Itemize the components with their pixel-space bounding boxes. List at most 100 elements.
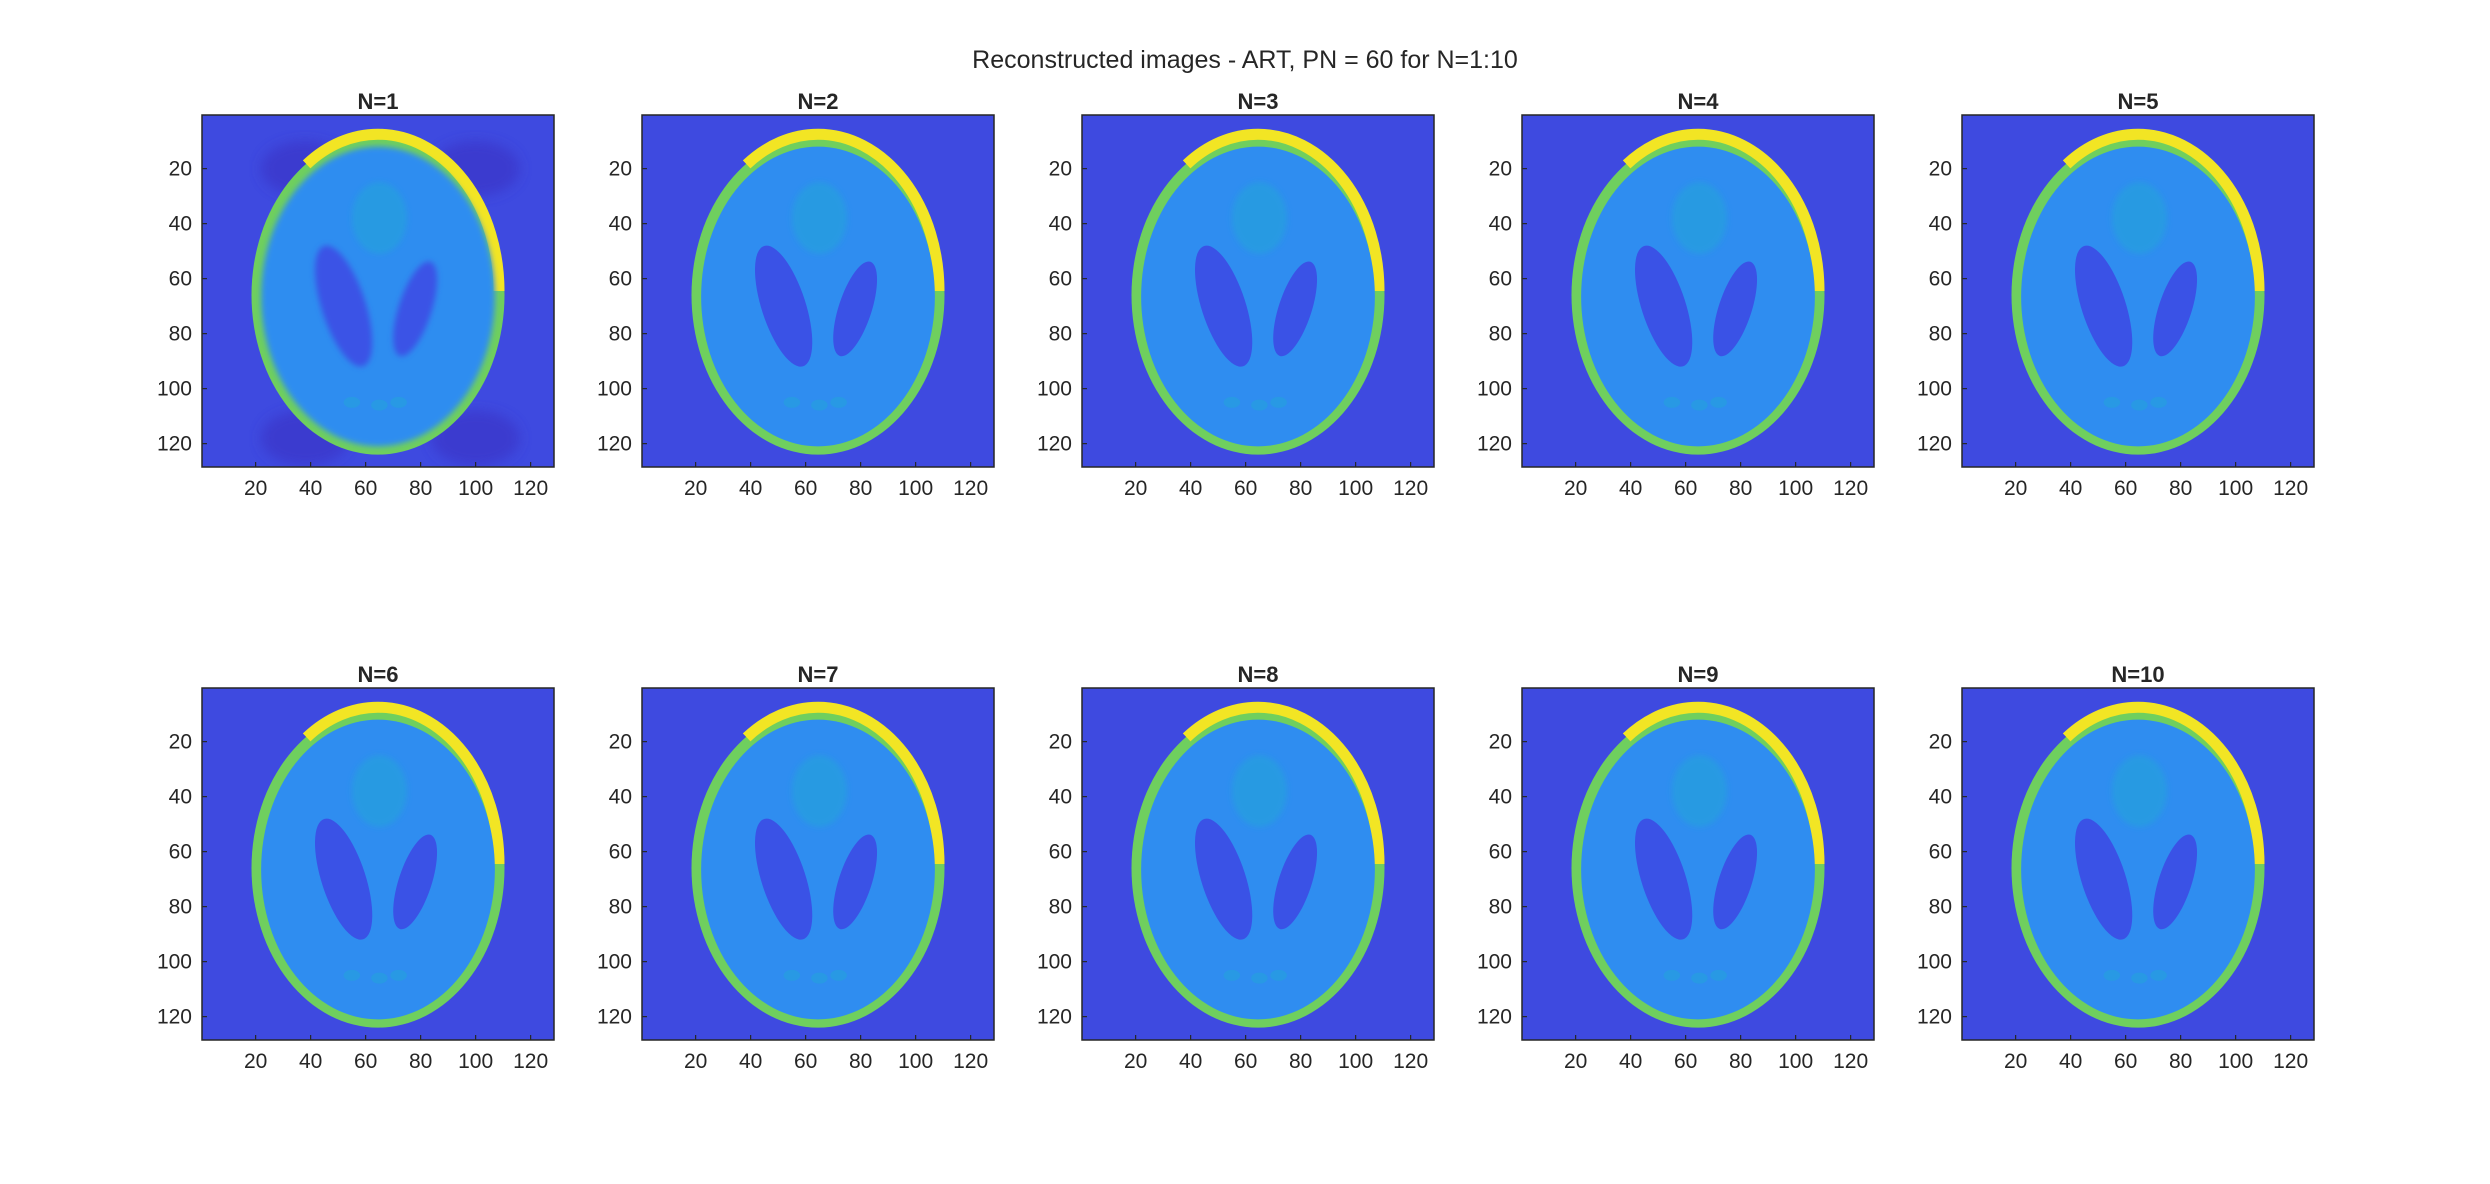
y-tick-label: 120 xyxy=(1477,433,1512,456)
y-tick-label: 20 xyxy=(1049,158,1072,181)
y-tick-label: 60 xyxy=(609,268,632,291)
reconstructed-image xyxy=(202,115,554,467)
x-tick-label: 60 xyxy=(1234,1050,1257,1073)
y-tick-label: 120 xyxy=(597,433,632,456)
y-tick-label: 60 xyxy=(1929,841,1952,864)
axes-frame xyxy=(641,114,995,468)
small-feature xyxy=(1663,969,1681,981)
y-tick-label: 80 xyxy=(1049,896,1072,919)
x-tick-label: 120 xyxy=(2273,477,2308,500)
skull-rim-top xyxy=(251,128,505,454)
y-tick-label: 120 xyxy=(157,1006,192,1029)
small-feature xyxy=(371,972,388,984)
brain-region xyxy=(261,719,495,1020)
y-tick-label: 80 xyxy=(609,896,632,919)
left-ventricle xyxy=(754,245,813,367)
left-ventricle xyxy=(1194,245,1253,367)
small-feature xyxy=(830,396,847,408)
y-tick-label: 100 xyxy=(1917,951,1952,974)
x-tick-label: 40 xyxy=(2059,1050,2082,1073)
x-tick-label: 40 xyxy=(1619,477,1642,500)
x-tick-label: 60 xyxy=(1674,1050,1697,1073)
reconstructed-image xyxy=(1522,115,1874,467)
x-tick-label: 100 xyxy=(2218,477,2253,500)
y-tick-label: 20 xyxy=(169,731,192,754)
x-tick-label: 120 xyxy=(513,1050,548,1073)
left-ventricle xyxy=(1634,818,1693,940)
y-tick-label: 20 xyxy=(169,158,192,181)
reconstructed-image xyxy=(1962,115,2314,467)
y-tick-label: 60 xyxy=(609,841,632,864)
skull-rim-top xyxy=(691,701,945,1027)
left-ventricle xyxy=(1634,245,1693,367)
y-tick-label: 20 xyxy=(1489,158,1512,181)
small-feature xyxy=(2150,969,2167,981)
y-tick-label: 100 xyxy=(1477,378,1512,401)
x-tick-label: 40 xyxy=(2059,477,2082,500)
upper-blob xyxy=(1231,755,1287,827)
small-feature xyxy=(1663,396,1681,408)
x-tick-label: 100 xyxy=(1778,477,1813,500)
y-tick-label: 60 xyxy=(1489,268,1512,291)
y-tick-label: 100 xyxy=(597,378,632,401)
subplot: N=1 20 40 60 80 100 120 20 40 60 80 100 120 xyxy=(157,89,555,500)
axes-frame xyxy=(1961,687,2315,1041)
brain-region xyxy=(1581,719,1815,1020)
small-feature xyxy=(811,399,828,411)
y-tick-label: 20 xyxy=(1489,731,1512,754)
subplot: N=6 20 40 60 80 100 120 20 40 60 80 100 120 xyxy=(157,662,555,1073)
y-tick-label: 40 xyxy=(1049,213,1072,236)
subplot-title: N=3 xyxy=(1238,89,1279,114)
right-ventricle xyxy=(833,261,878,357)
y-tick-label: 80 xyxy=(1049,323,1072,346)
y-tick-label: 20 xyxy=(1929,158,1952,181)
brain-region xyxy=(1141,146,1375,447)
skull-rim-top xyxy=(1131,128,1385,454)
subplot-grid: N=1 20 40 60 80 100 120 20 40 60 80 100 120 N=2 20 40 60… xyxy=(157,89,2315,1073)
skull-rim-top xyxy=(2011,128,2265,454)
upper-blob xyxy=(791,182,847,254)
small-feature xyxy=(390,396,407,408)
x-tick-label: 20 xyxy=(1124,477,1147,500)
skull-rim-top xyxy=(251,701,505,1027)
y-tick-label: 80 xyxy=(169,896,192,919)
brain-region xyxy=(701,719,935,1020)
right-ventricle xyxy=(1713,261,1758,357)
small-feature xyxy=(1270,969,1287,981)
y-tick-label: 80 xyxy=(609,323,632,346)
right-ventricle xyxy=(1273,834,1318,930)
small-feature xyxy=(371,399,388,411)
skull-rim-top xyxy=(691,128,945,454)
subplot-title: N=9 xyxy=(1678,662,1719,687)
small-feature xyxy=(1251,399,1268,411)
x-tick-label: 100 xyxy=(1338,1050,1373,1073)
small-feature xyxy=(343,969,361,981)
y-tick-label: 60 xyxy=(169,268,192,291)
subplot: N=4 20 40 60 80 100 120 20 40 60 80 100 120 xyxy=(1477,89,1875,500)
x-tick-label: 120 xyxy=(953,1050,988,1073)
y-tick-label: 120 xyxy=(157,433,192,456)
y-tick-label: 100 xyxy=(1917,378,1952,401)
y-tick-label: 40 xyxy=(1489,786,1512,809)
x-tick-label: 80 xyxy=(2169,1050,2192,1073)
y-tick-label: 80 xyxy=(1929,896,1952,919)
x-tick-label: 40 xyxy=(1179,1050,1202,1073)
subplot: N=2 20 40 60 80 100 120 20 40 60 80 100 120 xyxy=(597,89,995,500)
y-tick-label: 80 xyxy=(1929,323,1952,346)
reconstructed-image xyxy=(642,115,994,467)
x-tick-label: 60 xyxy=(2114,477,2137,500)
x-tick-label: 80 xyxy=(409,477,432,500)
upper-blob xyxy=(1671,755,1727,827)
x-tick-label: 120 xyxy=(513,477,548,500)
y-tick-label: 120 xyxy=(1477,1006,1512,1029)
brain-region xyxy=(2021,146,2255,447)
small-feature xyxy=(2103,396,2121,408)
upper-blob xyxy=(791,755,847,827)
y-tick-label: 40 xyxy=(169,213,192,236)
x-tick-label: 120 xyxy=(2273,1050,2308,1073)
left-ventricle xyxy=(314,245,373,367)
axes-frame xyxy=(1961,114,2315,468)
figure-title: Reconstructed images - ART, PN = 60 for … xyxy=(972,46,1518,74)
reconstructed-image xyxy=(1082,115,1434,467)
axes-frame xyxy=(1521,114,1875,468)
